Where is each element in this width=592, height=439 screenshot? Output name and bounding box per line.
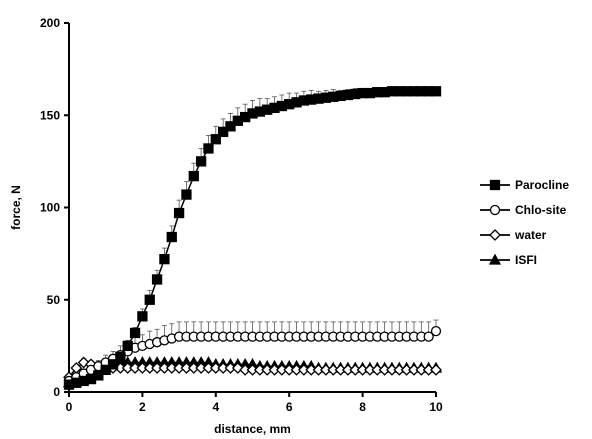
chlo-site-data-point	[423, 331, 434, 342]
legend-label-parocline: Parocline	[515, 178, 569, 192]
x-tick-label: 8	[359, 400, 366, 414]
legend-label-isfi: ISFI	[515, 253, 537, 267]
chlo-site-data-point	[430, 325, 442, 337]
parocline-data-point	[144, 294, 155, 305]
parocline-data-point	[225, 121, 236, 132]
parocline-data-point	[166, 231, 177, 243]
x-tick-label: 4	[212, 400, 219, 414]
parocline-data-point	[173, 207, 185, 219]
parocline-data-point	[115, 351, 126, 363]
parocline-data-point	[430, 86, 442, 97]
x-axis-label: distance, mm	[214, 422, 291, 436]
water-data-point	[430, 363, 442, 376]
y-tick-label: 200	[40, 16, 60, 30]
y-tick-label: 100	[40, 201, 60, 215]
parocline-data-point	[188, 170, 199, 182]
x-tick-label: 2	[139, 400, 146, 414]
parocline-data-point	[217, 126, 229, 138]
x-tick-label: 6	[286, 400, 293, 414]
y-axis-label: force, N	[9, 185, 23, 230]
parocline-data-point	[93, 370, 104, 381]
legend-label-water: water	[514, 228, 547, 242]
legend: Parocline Chlo-site water ISFI	[480, 178, 569, 267]
x-tick-label: 10	[429, 400, 443, 414]
legend-marker-parocline	[489, 179, 501, 191]
parocline-data-point	[100, 364, 111, 376]
parocline-data-point	[137, 311, 148, 322]
legend-marker-isfi	[488, 253, 502, 265]
legend-label-chlo-site: Chlo-site	[515, 203, 567, 217]
x-tick-label: 0	[66, 400, 73, 414]
y-tick-label: 50	[47, 293, 61, 307]
parocline-data-point	[129, 327, 141, 339]
legend-marker-water	[489, 229, 501, 241]
parocline-data-point	[107, 359, 119, 370]
y-tick-label: 0	[53, 385, 60, 399]
parocline-data-point	[195, 156, 207, 167]
legend-marker-chlo-site	[489, 204, 501, 216]
parocline-data-point	[210, 134, 221, 145]
parocline-data-point	[203, 143, 214, 154]
axes: 0 50 100 150 200 0 2 4 6 8 10 distance, mm force, N	[9, 16, 443, 436]
parocline-data-point	[122, 340, 133, 352]
y-tick-label: 150	[40, 108, 60, 122]
parocline-data-point	[181, 189, 192, 200]
parocline-data-point	[159, 254, 170, 265]
series-layer	[62, 86, 443, 390]
parocline-data-point	[151, 274, 163, 285]
